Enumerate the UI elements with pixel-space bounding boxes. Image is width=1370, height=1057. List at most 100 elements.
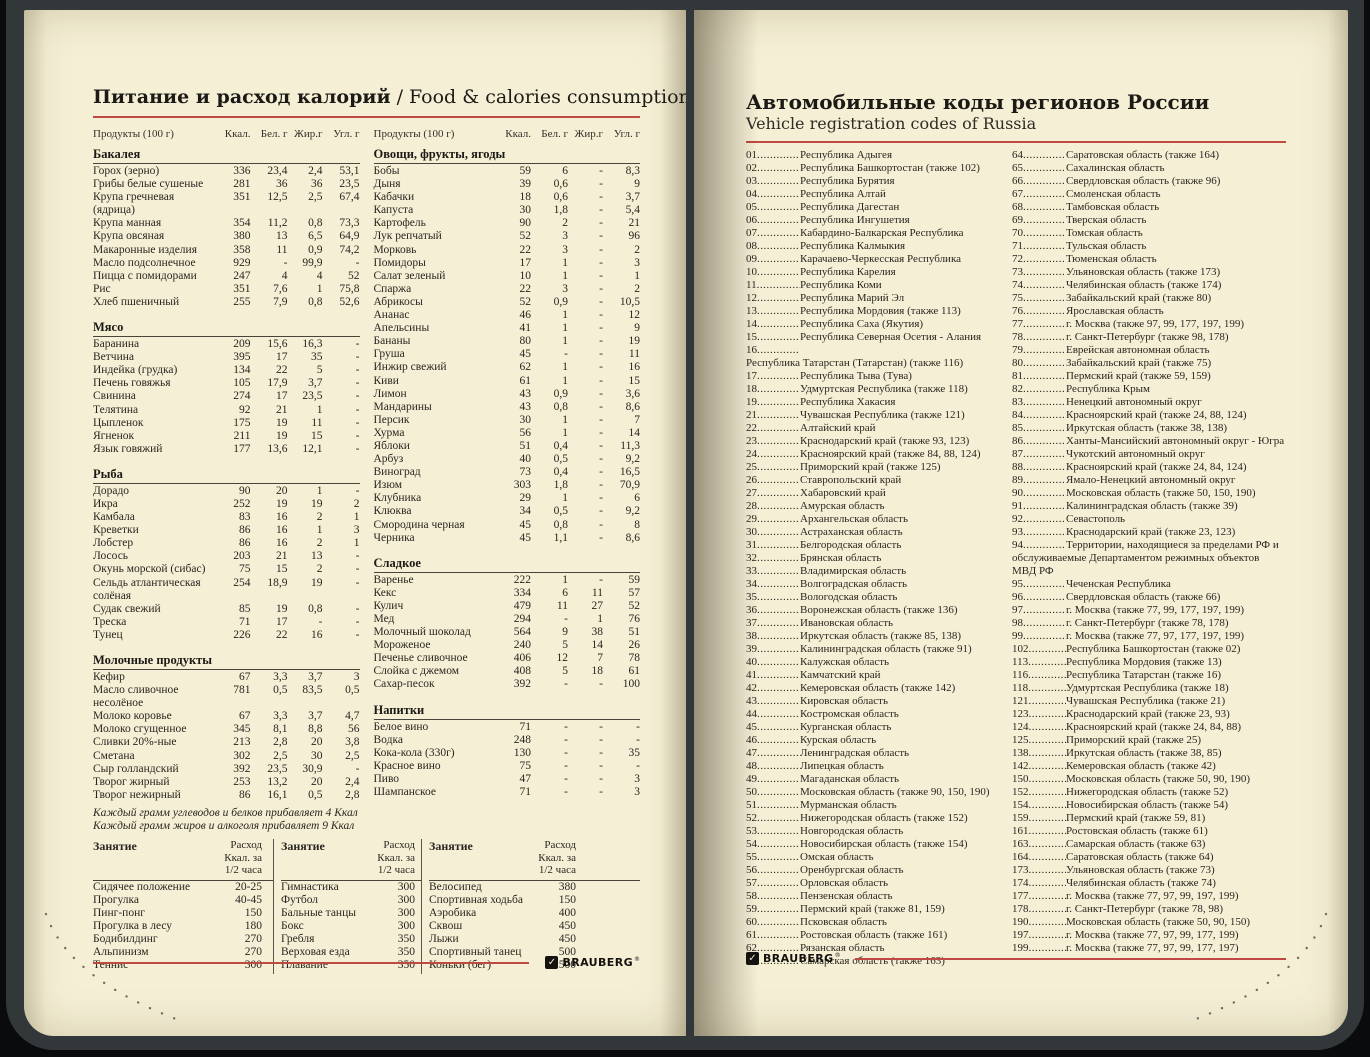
- region-name: Ленинградская область: [800, 747, 910, 759]
- code-entry: 64Саратовская область (также 164): [1012, 149, 1286, 162]
- region-code: 81: [1012, 370, 1066, 383]
- code-entry: 124Красноярский край (также 24, 84, 88): [1012, 721, 1286, 734]
- activity-header-value: Расход Ккал. за 1/2 часа: [224, 839, 273, 878]
- code-entry: 81Пермский край (также 59, 159): [1012, 370, 1286, 383]
- food-value: 0,8: [308, 295, 323, 308]
- left-page-footer: ✓ BRAUBERG ®: [93, 956, 640, 970]
- region-code: 138: [1012, 747, 1066, 760]
- food-value: 70,9: [619, 479, 640, 492]
- region-code: 28: [746, 500, 800, 513]
- food-name: Водка: [373, 733, 403, 746]
- region-name: Красноярский край (также 84, 88, 124): [800, 448, 981, 460]
- code-entry: 02Республика Башкортостан (также 102): [746, 162, 1004, 175]
- region-code: 26: [746, 474, 800, 487]
- food-value: 0,8: [308, 217, 323, 230]
- table-row: Пиво 47 - - 3: [374, 773, 641, 786]
- page-title-russian: Питание и расход калорий: [93, 86, 391, 108]
- table-row: Инжир свежий 62 1 - 16: [374, 361, 641, 374]
- food-value: 408: [513, 665, 531, 678]
- region-name: Магаданская область: [800, 773, 900, 785]
- activity-row: Велосипед 380: [429, 881, 640, 894]
- region-name: Смоленская область: [1066, 188, 1161, 200]
- region-code: 64: [1012, 149, 1066, 162]
- region-name: Приморский край (также 25): [1066, 734, 1201, 746]
- region-name: Пензенская область: [800, 890, 893, 902]
- region-name: Республика Хакасия: [800, 396, 896, 408]
- food-value: 1: [562, 413, 568, 426]
- food-value: 254: [233, 576, 251, 589]
- code-entry: 35Вологодская область: [746, 591, 1004, 604]
- region-name: Красноярский край (также 24, 88, 124): [1066, 409, 1247, 421]
- food-value: 358: [233, 243, 251, 256]
- activity-name: Прогулка в лесу: [93, 919, 173, 932]
- table-row: Салат зеленый 10 1 - 1: [374, 270, 641, 283]
- food-name: Шампанское: [373, 786, 437, 799]
- code-entry: 98г. Санкт-Петербург (также 78, 178): [1012, 617, 1286, 630]
- food-value: 7,9: [273, 295, 288, 308]
- region-name: Республика Тыва (Тува): [800, 370, 912, 382]
- food-value: 16: [276, 524, 288, 537]
- region-code: 36: [746, 604, 800, 617]
- activity-name: Прогулка: [93, 893, 140, 906]
- table-row: Тунец 226 22 16 -: [93, 629, 360, 642]
- region-name: Ставропольский край: [800, 474, 902, 486]
- activity-value: 20-25: [235, 880, 262, 893]
- region-code: 76: [1012, 305, 1066, 318]
- region-code: 113: [1012, 656, 1066, 669]
- table-row: Индейка (грудка) 134 22 5 -: [93, 364, 360, 377]
- food-name: Пицца с помидорами: [93, 269, 197, 282]
- code-entry: 10Республика Карелия: [746, 266, 1004, 279]
- food-value: 3: [562, 243, 568, 256]
- food-value: -: [599, 374, 603, 387]
- food-name: Лук репчатый: [373, 230, 442, 243]
- table-row: Ананас 46 1 - 12: [374, 309, 641, 322]
- activity-header-value: Расход Ккал. за 1/2 часа: [538, 839, 640, 878]
- food-name: Кекс: [373, 586, 397, 599]
- table-row: Спаржа 22 3 - 2: [374, 283, 641, 296]
- food-value: -: [355, 442, 360, 455]
- food-value: 395: [233, 351, 251, 364]
- food-value: -: [564, 759, 568, 772]
- food-value: 92: [239, 403, 251, 416]
- code-entry: 82Республика Крым: [1012, 383, 1286, 396]
- code-entry: 89Ямало-Ненецкий автономный округ: [1012, 474, 1286, 487]
- region-name: Иркутская область (также 85, 138): [800, 630, 962, 642]
- table-row: Молочный шоколад 564 9 38 51: [374, 626, 641, 639]
- region-name: Саратовская область (также 164): [1066, 149, 1220, 161]
- region-code: 163: [1012, 838, 1066, 851]
- activity-row: Бальные танцы 300: [281, 907, 421, 920]
- code-entry: 80Забайкальский край (также 75): [1012, 357, 1286, 370]
- code-entry: 49Магаданская область: [746, 773, 1004, 786]
- food-value: -: [355, 563, 360, 576]
- region-code: 54: [746, 838, 800, 851]
- region-name: Краснодарский край (также 93, 123): [800, 435, 970, 447]
- food-name: Окунь морской (сибас): [93, 563, 206, 576]
- region-name: Костромская область: [800, 708, 899, 720]
- food-value: 21: [276, 550, 288, 563]
- food-value: -: [636, 733, 640, 746]
- brand-name: BRAUBERG: [562, 956, 633, 969]
- table-row: Камбала 83 16 2 1: [93, 511, 360, 524]
- region-code: 91: [1012, 500, 1066, 513]
- code-entry: 138Иркутская область (также 38, 85): [1012, 747, 1286, 760]
- food-name: Печень говяжья: [93, 377, 171, 390]
- region-name: Ростовская область (также 161): [800, 929, 948, 941]
- food-name: Мороженое: [373, 639, 431, 652]
- food-value: 209: [233, 338, 251, 351]
- food-value: 22: [519, 243, 532, 256]
- codes-column-left: 01Республика Адыгея02Республика Башкорто…: [746, 149, 1004, 968]
- region-name: Рязанская область: [800, 942, 885, 954]
- food-value: 0,9: [308, 243, 323, 256]
- region-code: 15: [746, 331, 800, 344]
- food-value: 0,4: [553, 466, 568, 479]
- region-code: 121: [1012, 695, 1066, 708]
- region-code: 25: [746, 461, 800, 474]
- region-code: 84: [1012, 409, 1066, 422]
- page-subtitle: Vehicle registration codes of Russia: [746, 114, 1037, 133]
- note-line: Каждый грамм жиров и алкоголя прибавляет…: [93, 820, 355, 833]
- food-name: Морковь: [373, 243, 417, 256]
- brauberg-checkmark-icon: ✓: [545, 956, 559, 969]
- food-value: 13: [276, 230, 288, 243]
- region-name: Республика Алтай: [800, 188, 886, 200]
- region-name: Нижегородская область (также 52): [1066, 786, 1229, 798]
